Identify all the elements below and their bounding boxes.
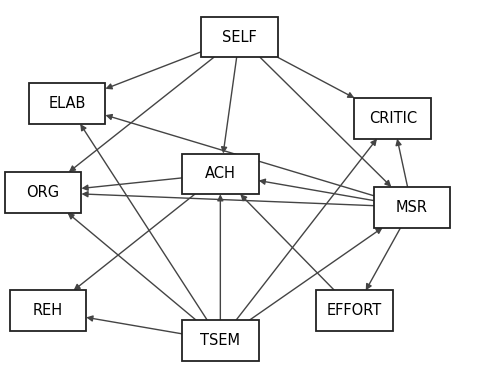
- FancyBboxPatch shape: [29, 83, 105, 124]
- Text: CRITIC: CRITIC: [369, 111, 417, 126]
- FancyBboxPatch shape: [374, 187, 450, 228]
- FancyBboxPatch shape: [10, 290, 86, 331]
- Text: ACH: ACH: [205, 166, 236, 181]
- FancyBboxPatch shape: [316, 290, 393, 331]
- Text: REH: REH: [33, 303, 63, 318]
- FancyBboxPatch shape: [354, 98, 431, 139]
- Text: EFFORT: EFFORT: [327, 303, 382, 318]
- Text: ORG: ORG: [26, 185, 60, 200]
- Text: TSEM: TSEM: [200, 333, 240, 348]
- FancyBboxPatch shape: [201, 17, 278, 57]
- Text: MSR: MSR: [396, 200, 428, 215]
- FancyBboxPatch shape: [182, 320, 259, 361]
- FancyBboxPatch shape: [5, 172, 81, 213]
- FancyBboxPatch shape: [182, 154, 259, 194]
- Text: ELAB: ELAB: [48, 96, 86, 111]
- Text: SELF: SELF: [222, 30, 257, 44]
